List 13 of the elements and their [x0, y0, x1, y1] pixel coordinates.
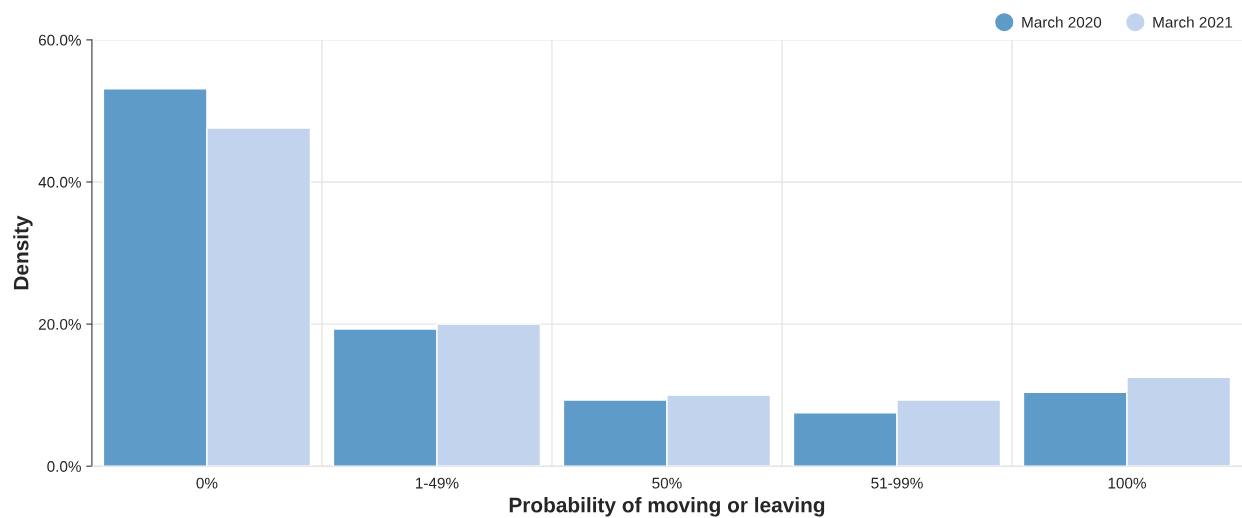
x-tick-label: 51-99% [871, 477, 923, 489]
y-tick-label: 60.0% [38, 34, 81, 46]
x-tick-label: 1-49% [416, 477, 459, 489]
y-axis-title: Density [13, 215, 33, 290]
legend-label: March 2020 [1022, 16, 1102, 28]
y-tick-label: 40.0% [38, 176, 81, 188]
y-tick-label: 0.0% [47, 461, 81, 472]
x-axis-title: Probability of moving or leaving [509, 497, 825, 517]
x-tick-label: 100% [1108, 477, 1146, 489]
x-tick-label: 50% [652, 477, 682, 489]
y-tick-label: 20.0% [38, 318, 81, 330]
legend-label: March 2021 [1153, 16, 1233, 28]
x-tick-label: 0% [196, 477, 218, 489]
